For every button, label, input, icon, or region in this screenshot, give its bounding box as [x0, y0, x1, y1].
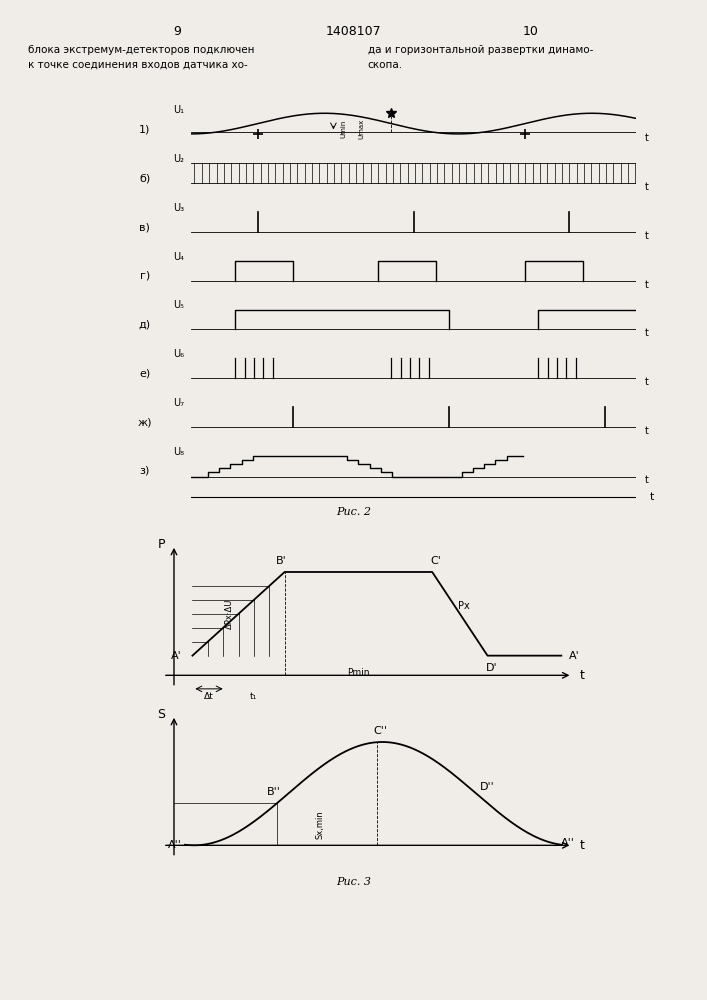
Text: D'': D''	[480, 782, 495, 792]
Text: U₃: U₃	[173, 203, 185, 213]
Text: t: t	[645, 328, 648, 338]
Text: Umax: Umax	[358, 119, 364, 139]
Text: е): е)	[139, 368, 151, 378]
Text: Sx,min: Sx,min	[315, 810, 325, 839]
Text: P: P	[157, 538, 165, 551]
Text: Pmin: Pmin	[347, 668, 370, 677]
Text: д): д)	[139, 320, 151, 330]
Text: S: S	[157, 708, 165, 721]
Text: в): в)	[139, 222, 151, 232]
Text: да и горизонтальной развертки динамо-
скопа.: да и горизонтальной развертки динамо- ск…	[368, 45, 593, 70]
Text: Umin: Umin	[340, 120, 346, 138]
Text: A'': A''	[561, 838, 575, 848]
Text: t: t	[645, 377, 648, 387]
Text: U₆: U₆	[173, 349, 185, 359]
Text: t: t	[645, 426, 648, 436]
Text: U₄: U₄	[173, 252, 185, 262]
Text: б): б)	[139, 173, 151, 183]
Text: Рис. 3: Рис. 3	[336, 877, 371, 887]
Text: 1): 1)	[139, 125, 151, 135]
Text: з): з)	[140, 466, 150, 476]
Text: U₈: U₈	[173, 447, 185, 457]
Text: Рис. 2: Рис. 2	[336, 507, 371, 517]
Text: t: t	[580, 669, 585, 682]
Text: U₁: U₁	[173, 105, 185, 115]
Text: U₂: U₂	[173, 154, 185, 164]
Text: t: t	[580, 839, 585, 852]
Text: C': C'	[431, 556, 441, 566]
Text: C'': C''	[373, 726, 387, 736]
Text: t: t	[645, 231, 648, 241]
Text: t: t	[645, 475, 648, 485]
Text: t: t	[650, 492, 654, 502]
Text: t: t	[645, 280, 648, 290]
Text: 9: 9	[173, 25, 181, 38]
Text: t: t	[645, 133, 648, 143]
Text: U₇: U₇	[173, 398, 185, 408]
Text: t₁: t₁	[250, 692, 257, 701]
Text: A'': A''	[168, 840, 182, 850]
Text: B': B'	[276, 556, 286, 566]
Text: Px: Px	[458, 601, 469, 611]
Text: г): г)	[140, 271, 150, 281]
Text: ΔPx·ΔU: ΔPx·ΔU	[225, 599, 234, 629]
Text: ж): ж)	[138, 417, 152, 427]
Text: B'': B''	[267, 787, 281, 797]
Text: A': A'	[170, 651, 182, 661]
Text: A': A'	[568, 651, 580, 661]
Text: 1408107: 1408107	[326, 25, 381, 38]
Text: U₅: U₅	[173, 300, 184, 310]
Text: блока экстремум-детекторов подключен
к точке соединения входов датчика хо-: блока экстремум-детекторов подключен к т…	[28, 45, 255, 70]
Text: Δt: Δt	[204, 692, 214, 701]
Text: D': D'	[486, 663, 497, 673]
Text: t: t	[645, 182, 648, 192]
Text: 10: 10	[522, 25, 538, 38]
